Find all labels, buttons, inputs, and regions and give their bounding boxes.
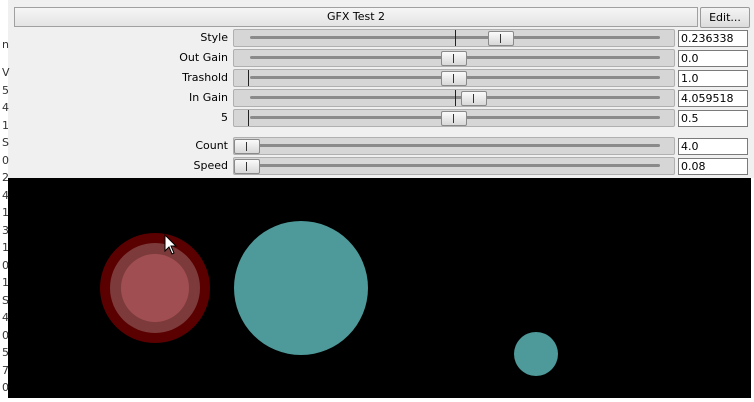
param-label: In Gain [188, 91, 228, 104]
slider[interactable] [233, 29, 675, 47]
circle [234, 221, 368, 355]
slider-marker [248, 110, 249, 126]
param-value[interactable]: 0.0 [678, 50, 748, 67]
param-value[interactable]: 0.5 [678, 110, 748, 127]
slider-groove [250, 164, 660, 167]
background-text: 1 [2, 276, 9, 289]
circle [121, 254, 189, 322]
slider-thumb[interactable] [234, 139, 260, 154]
background-text: 0 [2, 381, 9, 394]
cursor [164, 233, 178, 255]
param-label: Style [200, 31, 228, 44]
slider[interactable] [233, 69, 675, 87]
slider[interactable] [233, 137, 675, 155]
background-text: V [2, 66, 10, 79]
background-text: 2 [2, 171, 9, 184]
param-value[interactable]: 0.236338 [678, 30, 748, 47]
background-text: 0 [2, 328, 9, 342]
param-value[interactable]: 4.059518 [678, 90, 748, 107]
circle [514, 332, 558, 376]
slider-marker [455, 30, 456, 46]
background-text: n [2, 38, 9, 51]
slider-thumb[interactable] [441, 111, 467, 126]
param-label: 5 [221, 111, 228, 124]
slider-thumb[interactable] [441, 71, 467, 86]
background-text: 7 [2, 363, 9, 377]
background-text: 5 [2, 83, 9, 97]
background-text: 1 [2, 206, 9, 219]
param-value[interactable]: 4.0 [678, 138, 748, 155]
background-text: 5 [2, 346, 9, 359]
slider-marker [248, 70, 249, 86]
background-text: 1 [2, 118, 9, 132]
background-text: S [2, 293, 9, 307]
canvas [8, 178, 751, 398]
slider-thumb[interactable] [488, 31, 514, 46]
background-text: 4 [2, 101, 9, 114]
param-value[interactable]: 0.08 [678, 158, 748, 175]
param-label: Count [195, 139, 228, 152]
slider[interactable] [233, 109, 675, 127]
slider-marker [455, 90, 456, 106]
param-label: Trashold [182, 71, 228, 84]
slider-thumb[interactable] [234, 159, 260, 174]
background-text: S [2, 136, 9, 149]
edit-button[interactable]: Edit... [700, 7, 750, 28]
param-label: Speed [193, 159, 228, 172]
background-text: 3 [2, 223, 9, 237]
slider[interactable] [233, 157, 675, 175]
background-text: 0 [2, 153, 9, 167]
slider[interactable] [233, 89, 675, 107]
background-text: 1 [2, 241, 9, 254]
background-text: 4 [2, 188, 9, 202]
window-title: GFX Test 2 [14, 7, 698, 27]
background-text: 0 [2, 258, 9, 272]
param-value[interactable]: 1.0 [678, 70, 748, 87]
background-text: 4 [2, 311, 9, 324]
slider-thumb[interactable] [441, 51, 467, 66]
slider[interactable] [233, 49, 675, 67]
param-label: Out Gain [179, 51, 228, 64]
slider-groove [250, 144, 660, 147]
slider-thumb[interactable] [461, 91, 487, 106]
